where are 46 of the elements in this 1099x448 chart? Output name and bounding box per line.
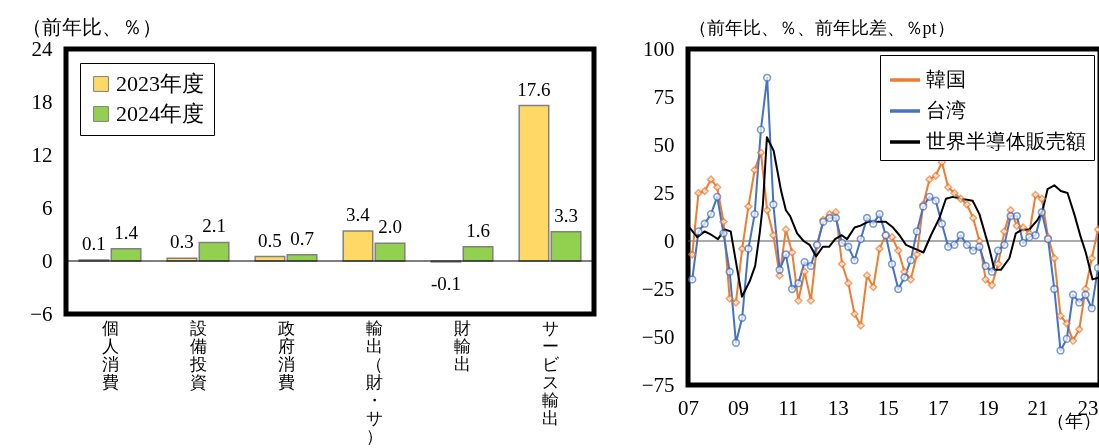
legend-label: 韓国 (926, 68, 966, 90)
x-tick-label: 設備投資 (188, 318, 207, 392)
y-tick-label: 6 (42, 195, 53, 220)
data-label: 3.3 (554, 204, 578, 226)
y-tick-label: 50 (653, 132, 675, 157)
legend-label: 世界半導体販売額 (926, 130, 1086, 152)
data-label: 0.7 (290, 227, 314, 249)
y-axis-title: （前年比、％） (21, 15, 162, 38)
data-label: 2.0 (378, 216, 402, 238)
y-tick-label: −6 (30, 301, 53, 326)
x-tick-label: 09 (727, 395, 749, 420)
y-tick-label: 0 (664, 228, 675, 253)
y-tick-label: 25 (653, 180, 675, 205)
data-label: 3.4 (346, 203, 371, 225)
data-label: -0.1 (430, 272, 461, 294)
x-tick-label: 個人消費 (101, 318, 119, 392)
data-label: 17.6 (517, 78, 551, 100)
x-tick-label: 17 (927, 395, 949, 420)
legend-label: 2024年度 (116, 101, 204, 126)
x-tick-label: 19 (977, 395, 999, 420)
data-label: 1.4 (114, 221, 139, 243)
y-tick-label: −75 (641, 372, 675, 397)
x-tick-label: 輸出（財・サ） (365, 318, 383, 446)
x-tick-label: 政府消費 (277, 318, 295, 392)
x-tick-label: 21 (1027, 395, 1049, 420)
data-label: 0.3 (170, 231, 194, 253)
data-label: 0.1 (82, 233, 106, 255)
data-label: 0.5 (258, 229, 282, 251)
x-tick-label: 15 (877, 395, 899, 420)
legend-label: 2023年度 (116, 71, 204, 96)
y-tick-label: 75 (653, 84, 675, 109)
y-tick-label: 12 (31, 142, 53, 167)
y-tick-label: −25 (641, 276, 675, 301)
x-tick-label: サービス輸出 (541, 318, 560, 428)
y-tick-label: 0 (42, 248, 53, 273)
legend-label: 台湾 (926, 99, 966, 121)
y-tick-label: 18 (31, 89, 53, 114)
x-tick-label: 11 (778, 395, 799, 420)
data-label: 2.1 (202, 215, 226, 237)
x-tick-label: 財輸出 (453, 318, 471, 374)
data-label: 1.6 (466, 219, 490, 241)
y-tick-label: 100 (643, 36, 675, 61)
y-axis-title: （前年比、％、前年比差、％pt） (688, 17, 955, 38)
x-tick-label: 13 (827, 395, 849, 420)
y-tick-label: −50 (641, 324, 675, 349)
x-tick-label: 07 (678, 395, 699, 420)
